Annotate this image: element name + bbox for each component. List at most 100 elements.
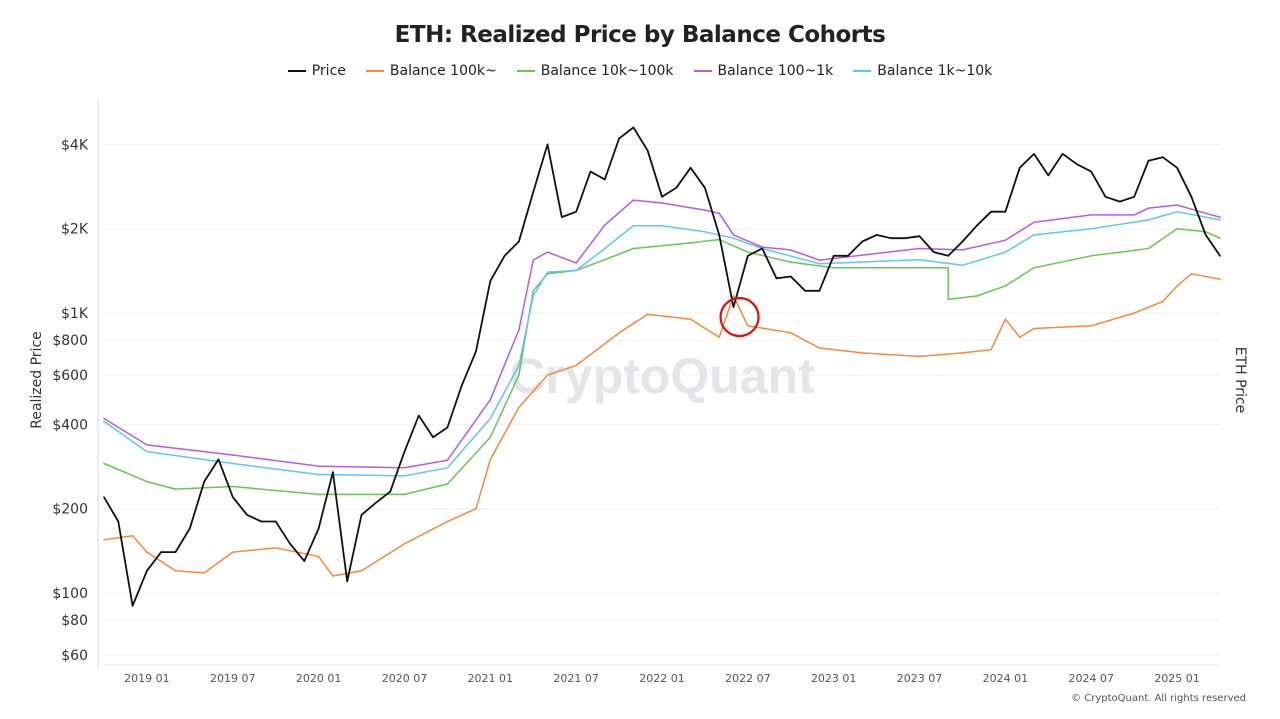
data-point [918, 267, 921, 269]
data-point [475, 507, 477, 510]
legend-item[interactable]: Balance 10k~100k [516, 63, 674, 79]
data-point [546, 143, 549, 146]
data-point [1147, 219, 1150, 221]
series-line-balance-1k-10k [103, 210, 1221, 477]
y-axis-title-right: ETH Price [1232, 347, 1248, 414]
x-tick-label: 2023 01 [811, 672, 857, 685]
data-point [818, 262, 821, 265]
data-point [947, 267, 949, 269]
copyright-footer: © CryptoQuant. All rights reserved [1071, 693, 1246, 704]
data-point [632, 199, 635, 201]
data-point [546, 251, 549, 253]
data-point [146, 551, 148, 553]
data-point [546, 271, 549, 273]
legend-label: Balance 100k~ [389, 63, 497, 79]
data-point [704, 230, 706, 233]
data-point [403, 493, 406, 496]
data-point [1076, 163, 1078, 165]
data-point [503, 255, 506, 257]
data-point [761, 246, 763, 248]
data-point [818, 290, 821, 292]
data-point [603, 178, 606, 181]
data-point [575, 269, 577, 272]
data-point [918, 247, 921, 250]
data-point [632, 126, 635, 129]
chart-title: ETH: Realized Price by Balance Cohorts [394, 22, 886, 48]
x-tick-label: 2023 07 [897, 672, 943, 685]
data-point [1147, 207, 1150, 209]
data-point [1090, 170, 1093, 173]
data-point [274, 547, 277, 549]
data-point [103, 420, 105, 423]
data-point [417, 414, 420, 417]
data-point [732, 306, 735, 308]
data-point [847, 255, 849, 257]
data-point [1061, 153, 1064, 155]
data-point [704, 209, 706, 211]
data-point [231, 551, 234, 553]
annotation-circle [719, 296, 760, 338]
data-point [1161, 300, 1164, 303]
data-point [990, 210, 992, 213]
y-tick-label: $600 [52, 368, 88, 384]
data-point [375, 501, 377, 504]
data-point [1204, 212, 1207, 215]
data-point [1176, 227, 1178, 230]
data-point [618, 137, 620, 140]
data-point [103, 417, 105, 420]
data-point [761, 247, 763, 250]
data-point [933, 251, 935, 253]
data-point [332, 471, 334, 474]
data-point [117, 520, 120, 523]
data-point [1090, 325, 1093, 327]
data-point [532, 295, 535, 297]
data-point [918, 235, 921, 238]
data-point [603, 224, 606, 226]
data-point [789, 275, 792, 278]
data-point [518, 240, 520, 243]
data-point [1018, 336, 1021, 338]
data-point [804, 290, 806, 292]
data-point [289, 542, 291, 545]
legend-label: Balance 1k~10k [877, 63, 993, 79]
data-point [1104, 196, 1107, 198]
legend-swatch [693, 70, 712, 72]
data-point [732, 237, 735, 239]
data-point [518, 329, 520, 331]
y-tick-label: $100 [52, 586, 88, 602]
data-point [446, 426, 449, 429]
y-tick-label: $800 [52, 333, 88, 349]
legend-item[interactable]: Balance 100~1k [693, 63, 833, 79]
legend-item[interactable]: Balance 100k~ [365, 63, 497, 79]
data-point [360, 514, 363, 516]
data-point [1033, 327, 1035, 330]
x-tick-label: 2020 07 [382, 672, 428, 685]
data-point [403, 542, 406, 545]
data-point [1147, 159, 1150, 162]
legend-label: Price [311, 63, 346, 79]
legend-item[interactable]: Balance 1k~10k [853, 63, 992, 79]
x-tick-label: 2022 07 [725, 672, 771, 685]
data-point [274, 520, 277, 523]
data-point [975, 224, 978, 227]
data-point [146, 480, 148, 483]
data-point [1133, 214, 1135, 216]
data-point [1219, 219, 1221, 221]
data-point [403, 450, 406, 453]
data-point [446, 466, 449, 469]
data-point [646, 313, 649, 316]
data-point [518, 374, 520, 376]
legend-item[interactable]: Price [287, 63, 346, 79]
x-tick-label: 2019 07 [210, 672, 256, 685]
data-point [618, 331, 620, 334]
data-point [747, 255, 749, 257]
data-point [704, 186, 706, 189]
y-tick-label: $4K [61, 137, 89, 153]
data-point [103, 538, 105, 541]
y-tick-label: $2K [61, 222, 89, 238]
y-tick-label: $200 [52, 502, 88, 518]
series-line-balance-100k- [103, 273, 1221, 577]
data-point [231, 462, 234, 465]
data-point [646, 149, 649, 152]
